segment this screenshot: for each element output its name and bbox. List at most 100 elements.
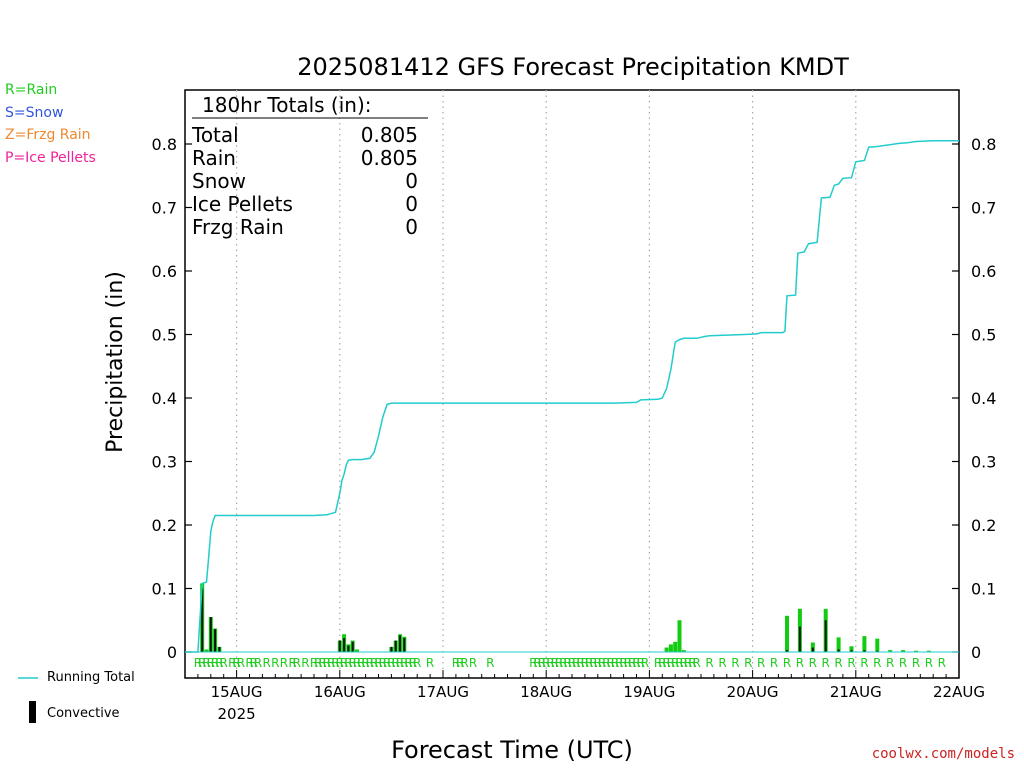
precip-type-letter: R <box>641 656 649 670</box>
y-tick-label: 0.3 <box>152 453 177 472</box>
rain-bar <box>862 636 867 652</box>
convective-legend-swatch <box>29 701 36 723</box>
precip-type-letter: R <box>215 656 223 670</box>
y-tick-label: 0.7 <box>152 199 177 218</box>
y-tick-label: 0.4 <box>971 389 996 408</box>
y-axis-label: Precipitation (in) <box>103 271 128 453</box>
precip-type-letter: R <box>834 656 842 670</box>
convective-bar <box>214 629 217 652</box>
precip-type-letter: R <box>847 656 855 670</box>
totals-value: 0.805 <box>361 123 418 147</box>
x-tick-label: 16AUG <box>314 683 366 701</box>
totals-value: 0.805 <box>361 146 418 170</box>
x-tick-label: 15AUG <box>211 683 263 701</box>
convective-bar <box>218 646 221 652</box>
precip-type-letter: R <box>327 656 335 670</box>
precip-type-letter: R <box>331 656 339 670</box>
rain-bar <box>849 646 854 652</box>
precip-type-letter: R <box>456 656 464 670</box>
precip-type-letter: R <box>585 656 593 670</box>
precip-type-letter: R <box>551 656 559 670</box>
totals-value: 0 <box>405 215 418 239</box>
precip-type-letter: R <box>624 656 632 670</box>
x-tick-label: 19AUG <box>623 683 675 701</box>
precip-type-letter: R <box>615 656 623 670</box>
y-tick-label: 0.5 <box>152 326 177 345</box>
y-tick-label: 0.4 <box>152 389 177 408</box>
precip-type-letter: R <box>344 656 352 670</box>
precip-type-letter: R <box>486 656 494 670</box>
precip-type-letter: R <box>658 656 666 670</box>
chart-title: 2025081412 GFS Forecast Precipitation KM… <box>297 53 849 81</box>
precip-type-letter: R <box>783 656 791 670</box>
rain-bar <box>677 620 682 652</box>
totals-value: 0 <box>405 192 418 216</box>
convective-bar <box>876 650 879 652</box>
precip-type-letter: R <box>301 656 309 670</box>
precip-type-letter: R <box>392 656 400 670</box>
totals-label: Ice Pellets <box>192 192 293 216</box>
convective-bar <box>811 647 814 652</box>
rain-bar <box>355 649 359 652</box>
precip-type-letter: R <box>426 656 434 670</box>
precip-type-letter: R <box>576 656 584 670</box>
precip-type-letter: R <box>598 656 606 670</box>
precip-type-letter: R <box>314 656 322 670</box>
precip-type-letter: R <box>366 656 374 670</box>
precip-type-letter: R <box>538 656 546 670</box>
precip-type-letter: R <box>662 656 670 670</box>
precip-type-letter: R <box>460 656 468 670</box>
precip-type-letter: R <box>198 656 206 670</box>
precip-type-letter: R <box>237 656 245 670</box>
convective-bar <box>209 617 212 652</box>
precip-type-letter: R <box>822 656 830 670</box>
precip-type-letter: R <box>628 656 636 670</box>
convective-bar <box>824 620 827 652</box>
convective-bar <box>798 626 801 652</box>
precip-type-letter: R <box>675 656 683 670</box>
precip-type-letter: R <box>568 656 576 670</box>
legend-item: P=Ice Pellets <box>5 149 96 166</box>
convective-legend: Convective <box>47 706 120 721</box>
precip-type-letter: R <box>671 656 679 670</box>
x-axis-label: Forecast Time (UTC) <box>391 736 633 764</box>
rain-bar <box>901 650 906 652</box>
precip-type-letter: R <box>744 656 752 670</box>
precip-type-letter: R <box>404 656 412 670</box>
precip-type-letter: R <box>413 656 421 670</box>
precip-type-letter: R <box>379 656 387 670</box>
y-tick-label: 0.8 <box>971 135 996 154</box>
legend-item: S=Snow <box>5 104 64 121</box>
precip-type-letter: R <box>250 656 258 670</box>
precip-type-letter: R <box>452 656 460 670</box>
totals-label: Frzg Rain <box>192 215 284 239</box>
x-tick-label: 20AUG <box>727 683 779 701</box>
precip-type-letter: R <box>705 656 713 670</box>
x-tick-label: 21AUG <box>830 683 882 701</box>
precip-type-letter: R <box>757 656 765 670</box>
precip-type-letter: R <box>938 656 946 670</box>
precip-type-letter: R <box>718 656 726 670</box>
precip-type-letter: R <box>271 656 279 670</box>
precip-type-letter: R <box>245 656 253 670</box>
legend-item: R=Rain <box>5 82 58 98</box>
rain-bar <box>836 637 841 652</box>
precip-type-letter: R <box>194 656 202 670</box>
x-tick-sublabel: 2025 <box>218 705 256 723</box>
convective-bar <box>201 588 204 652</box>
precip-type-letter: R <box>533 656 541 670</box>
precip-type-letter: R <box>228 656 236 670</box>
convective-bar <box>863 650 866 652</box>
y-tick-label: 0.3 <box>971 453 996 472</box>
totals-label: Total <box>191 123 239 147</box>
y-tick-label: 0.7 <box>971 199 996 218</box>
y-tick-label: 0 <box>971 643 981 662</box>
credit-text: coolwx.com/models <box>871 746 1015 762</box>
precip-type-letter: R <box>387 656 395 670</box>
convective-bar <box>338 640 341 652</box>
convective-bar <box>786 650 788 652</box>
precip-type-letter: R <box>654 656 662 670</box>
precip-type-letter: R <box>207 656 215 670</box>
totals-header: 180hr Totals (in): <box>202 93 372 117</box>
x-axis: 15AUG 2025 16AUG 17AUG 18AUG 19AUG 20AUG 21AUG 2… <box>184 670 985 723</box>
